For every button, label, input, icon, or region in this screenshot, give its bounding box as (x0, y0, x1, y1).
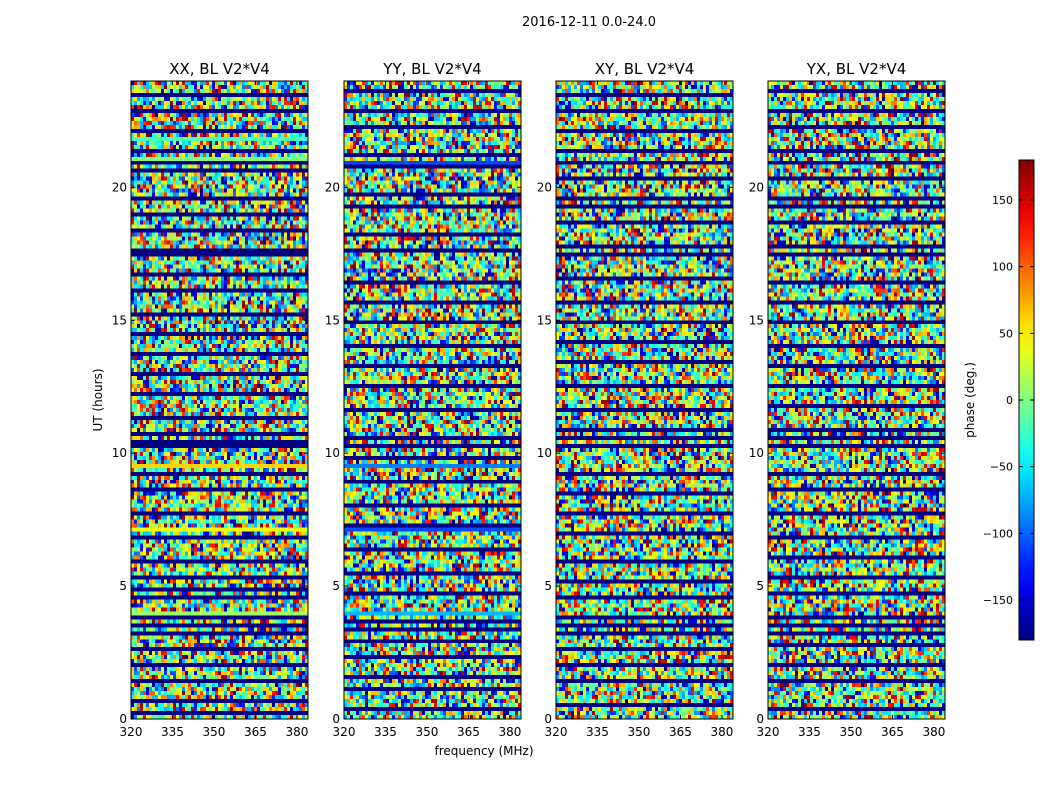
panel-title: YX, BL V2*V4 (806, 60, 907, 78)
figure-title: 2016-12-11 0.0-24.0 (522, 15, 656, 30)
x-tick-label: 335 (586, 725, 609, 739)
panel-title: YY, BL V2*V4 (382, 60, 481, 78)
heatmap-raster (131, 81, 308, 719)
y-tick-label: 0 (119, 712, 127, 726)
x-tick-label: 320 (757, 725, 780, 739)
y-tick-label: 15 (537, 313, 552, 327)
colorbar-tick-label: 50 (999, 327, 1013, 340)
x-tick-label: 335 (798, 725, 821, 739)
x-tick-label: 380 (710, 725, 733, 739)
y-tick-label: 10 (112, 446, 127, 460)
colorbar-tick-label: 150 (992, 194, 1013, 207)
axes-frame (767, 80, 946, 720)
heatmap-raster (344, 81, 521, 719)
y-tick-label: 0 (544, 712, 552, 726)
colorbar-tick-label: −150 (983, 594, 1013, 607)
x-tick-label: 365 (881, 725, 904, 739)
heatmap-raster (768, 81, 945, 719)
y-tick-label: 20 (749, 180, 764, 194)
colorbar-tick-label: 100 (992, 261, 1013, 274)
x-tick-label: 335 (374, 725, 397, 739)
colorbar-label: phase (deg.) (963, 362, 977, 438)
y-tick-label: 20 (537, 180, 552, 194)
heatmap-raster (556, 81, 733, 719)
y-tick-label: 10 (749, 446, 764, 460)
x-tick-label: 320 (333, 725, 356, 739)
colorbar-tick-label: −100 (983, 527, 1013, 540)
y-tick-label: 5 (544, 579, 552, 593)
y-tick-label: 15 (325, 313, 340, 327)
heatmap-panels: XX, BL V2*V4 320 335 350 365 380 0 5 10 15 20 UT (h… (91, 60, 946, 758)
colorbar: 150 100 50 0 −50 −100 −150 phase (deg.) (963, 159, 1035, 641)
y-tick-label: 10 (325, 446, 340, 460)
y-tick-label: 5 (756, 579, 764, 593)
x-tick-label: 350 (628, 725, 651, 739)
x-tick-label: 365 (244, 725, 267, 739)
panel-3: XY, BL V2*V4 320 335 350 365 380 0 5 10 15 20 (537, 60, 734, 739)
x-tick-label: 335 (161, 725, 184, 739)
y-tick-label: 0 (332, 712, 340, 726)
panel-title: XX, BL V2*V4 (169, 60, 270, 78)
axes-frame (130, 80, 309, 720)
axes-frame (555, 80, 734, 720)
x-tick-label: 365 (457, 725, 480, 739)
axes-frame (343, 80, 522, 720)
x-tick-label: 365 (669, 725, 692, 739)
x-tick-label: 320 (545, 725, 568, 739)
panel-4: YX, BL V2*V4 320 335 350 365 380 0 5 10 15 20 (749, 60, 946, 739)
x-tick-label: 350 (840, 725, 863, 739)
x-axis-label: frequency (MHz) (434, 744, 533, 758)
colorbar-tick-label: −50 (990, 461, 1013, 474)
y-tick-label: 0 (756, 712, 764, 726)
y-axis-label: UT (hours) (91, 368, 105, 431)
y-tick-label: 15 (749, 313, 764, 327)
x-tick-label: 380 (285, 725, 308, 739)
x-tick-label: 380 (498, 725, 521, 739)
x-tick-label: 380 (922, 725, 945, 739)
y-tick-label: 20 (325, 180, 340, 194)
y-tick-label: 5 (332, 579, 340, 593)
panel-1: XX, BL V2*V4 320 335 350 365 380 0 5 10 15 20 UT (h… (91, 60, 309, 739)
panel-title: XY, BL V2*V4 (595, 60, 695, 78)
colorbar-tick-label: 0 (1006, 394, 1013, 407)
y-tick-label: 20 (112, 180, 127, 194)
x-tick-label: 350 (416, 725, 439, 739)
x-tick-label: 320 (120, 725, 143, 739)
y-tick-label: 5 (119, 579, 127, 593)
x-tick-label: 350 (203, 725, 226, 739)
panel-2: YY, BL V2*V4 320 335 350 365 380 0 5 10 15 20 frequ… (325, 60, 534, 758)
y-tick-label: 10 (537, 446, 552, 460)
y-tick-label: 15 (112, 313, 127, 327)
